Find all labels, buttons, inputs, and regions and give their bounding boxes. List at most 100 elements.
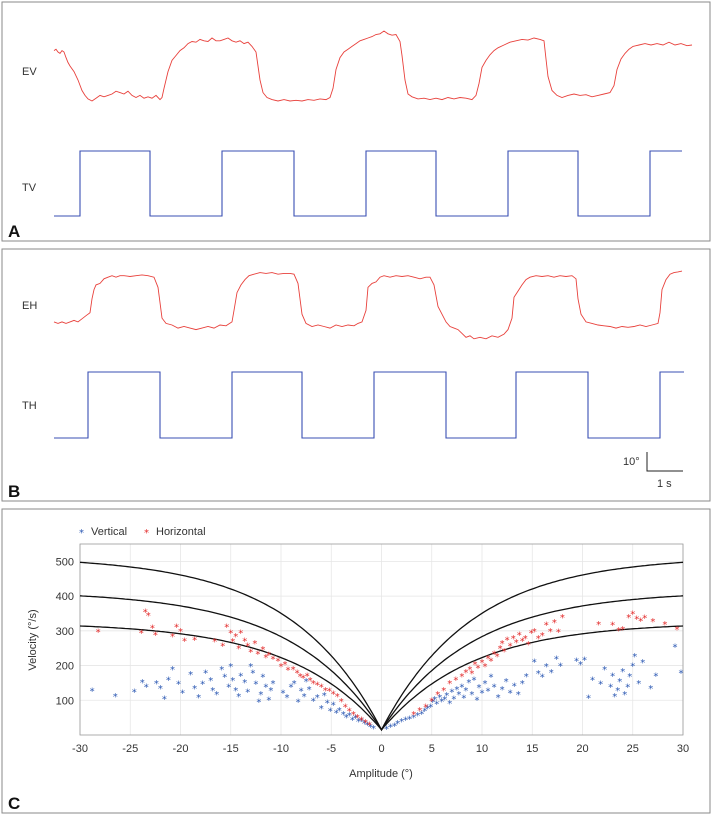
vertical-point: * <box>170 665 175 676</box>
scale-bar-lines <box>646 452 683 472</box>
vertical-point: * <box>679 669 684 680</box>
vertical-point: * <box>615 686 620 697</box>
vertical-point: * <box>480 689 485 700</box>
scale-bar: 10° 1 s <box>623 452 683 490</box>
panel-b-letter: B <box>8 482 20 501</box>
horizontal-point: * <box>291 665 296 676</box>
horizontal-point: * <box>178 627 183 638</box>
horizontal-point: * <box>480 658 485 669</box>
vertical-point: * <box>582 655 587 666</box>
horizontal-point: * <box>560 613 565 624</box>
panel-a-frame <box>1 1 711 242</box>
x-tick-label: -25 <box>122 743 138 755</box>
vertical-point: * <box>356 717 361 728</box>
y-tick-label: 300 <box>56 626 74 638</box>
vertical-point: * <box>451 695 456 706</box>
vertical-point: * <box>180 689 185 700</box>
horizontal-point: * <box>174 623 179 634</box>
horizontal-point: * <box>233 632 238 643</box>
vertical-point: * <box>203 669 208 680</box>
legend-horizontal-label: Horizontal <box>156 526 206 538</box>
y-tick-label: 200 <box>56 661 74 673</box>
vertical-point: * <box>344 713 349 724</box>
horizontal-point: * <box>355 713 360 724</box>
horizontal-point: * <box>279 662 284 673</box>
vertical-point: * <box>430 698 435 709</box>
vertical-point: * <box>132 688 137 699</box>
horizontal-point: * <box>220 641 225 652</box>
panel-b-target-label: TH <box>22 400 37 412</box>
horizontal-point: * <box>301 674 306 685</box>
vertical-point: * <box>285 693 290 704</box>
y-tick-label: 400 <box>56 591 74 603</box>
vertical-point: * <box>636 679 641 690</box>
horizontal-point: * <box>327 687 332 698</box>
horizontal-point: * <box>260 645 265 656</box>
x-tick-label: -30 <box>72 743 88 755</box>
vertical-point: * <box>544 662 549 673</box>
vertical-point: * <box>242 678 247 689</box>
panel-b: EH TH 10° 1 s B <box>1 248 711 502</box>
vertical-point: * <box>622 690 627 701</box>
vertical-point: * <box>399 717 404 728</box>
vertical-point: * <box>281 689 286 700</box>
vertical-point: * <box>392 721 397 732</box>
horizontal-point: * <box>626 613 631 624</box>
vertical-point: * <box>347 711 352 722</box>
vertical-point: * <box>311 696 316 707</box>
panel-b-eye-label: EH <box>22 300 37 312</box>
vertical-point: * <box>341 710 346 721</box>
vertical-point: * <box>610 671 615 682</box>
horizontal-point: * <box>514 638 519 649</box>
vertical-point: * <box>454 685 459 696</box>
vertical-point: * <box>371 724 376 735</box>
vertical-point: * <box>245 688 250 699</box>
x-axis-title: Amplitude (°) <box>349 768 413 780</box>
horizontal-point: * <box>435 690 440 701</box>
reference-curve <box>79 625 684 731</box>
vertical-point: * <box>248 662 253 673</box>
vertical-point: * <box>469 690 474 701</box>
horizontal-point: * <box>548 627 553 638</box>
horizontal-point: * <box>224 623 229 634</box>
horizontal-point: * <box>311 679 316 690</box>
horizontal-point: * <box>459 672 464 683</box>
vertical-point: * <box>463 686 468 697</box>
horizontal-point: * <box>476 663 481 674</box>
vertical-point: * <box>459 682 464 693</box>
horizontal-point: * <box>447 679 452 690</box>
vertical-point: * <box>442 695 447 706</box>
vertical-point: * <box>630 662 635 673</box>
vertical-point: * <box>353 714 358 725</box>
vertical-point: * <box>598 680 603 691</box>
horizontal-point: * <box>642 614 647 625</box>
horizontal-point: * <box>616 626 621 637</box>
reference-curves <box>79 561 684 732</box>
horizontal-point: * <box>596 620 601 631</box>
vertical-point: * <box>532 657 537 668</box>
vertical-point: * <box>266 696 271 707</box>
horizontal-point: * <box>508 641 513 652</box>
chart-plot-area <box>79 543 684 736</box>
vertical-point: * <box>319 704 324 715</box>
horizontal-point: * <box>236 644 241 655</box>
horizontal-point: * <box>242 637 247 648</box>
vertical-point: * <box>144 682 149 693</box>
vertical-point: * <box>483 679 488 690</box>
horizontal-point: * <box>255 649 260 660</box>
horizontal-point: * <box>276 656 281 667</box>
vertical-point: * <box>260 673 265 684</box>
vertical-point: * <box>176 680 181 691</box>
horizontal-point: * <box>305 671 310 682</box>
vertical-point: * <box>256 698 261 709</box>
vertical-point: * <box>233 686 238 697</box>
vertical-point: * <box>196 693 201 704</box>
horizontal-point: * <box>486 654 491 665</box>
vertical-point: * <box>496 693 501 704</box>
vertical-point: * <box>475 696 480 707</box>
x-tick-label: -5 <box>326 743 336 755</box>
vertical-point: * <box>236 692 241 703</box>
vertical-point: * <box>200 680 205 691</box>
vertical-point: * <box>299 687 304 698</box>
